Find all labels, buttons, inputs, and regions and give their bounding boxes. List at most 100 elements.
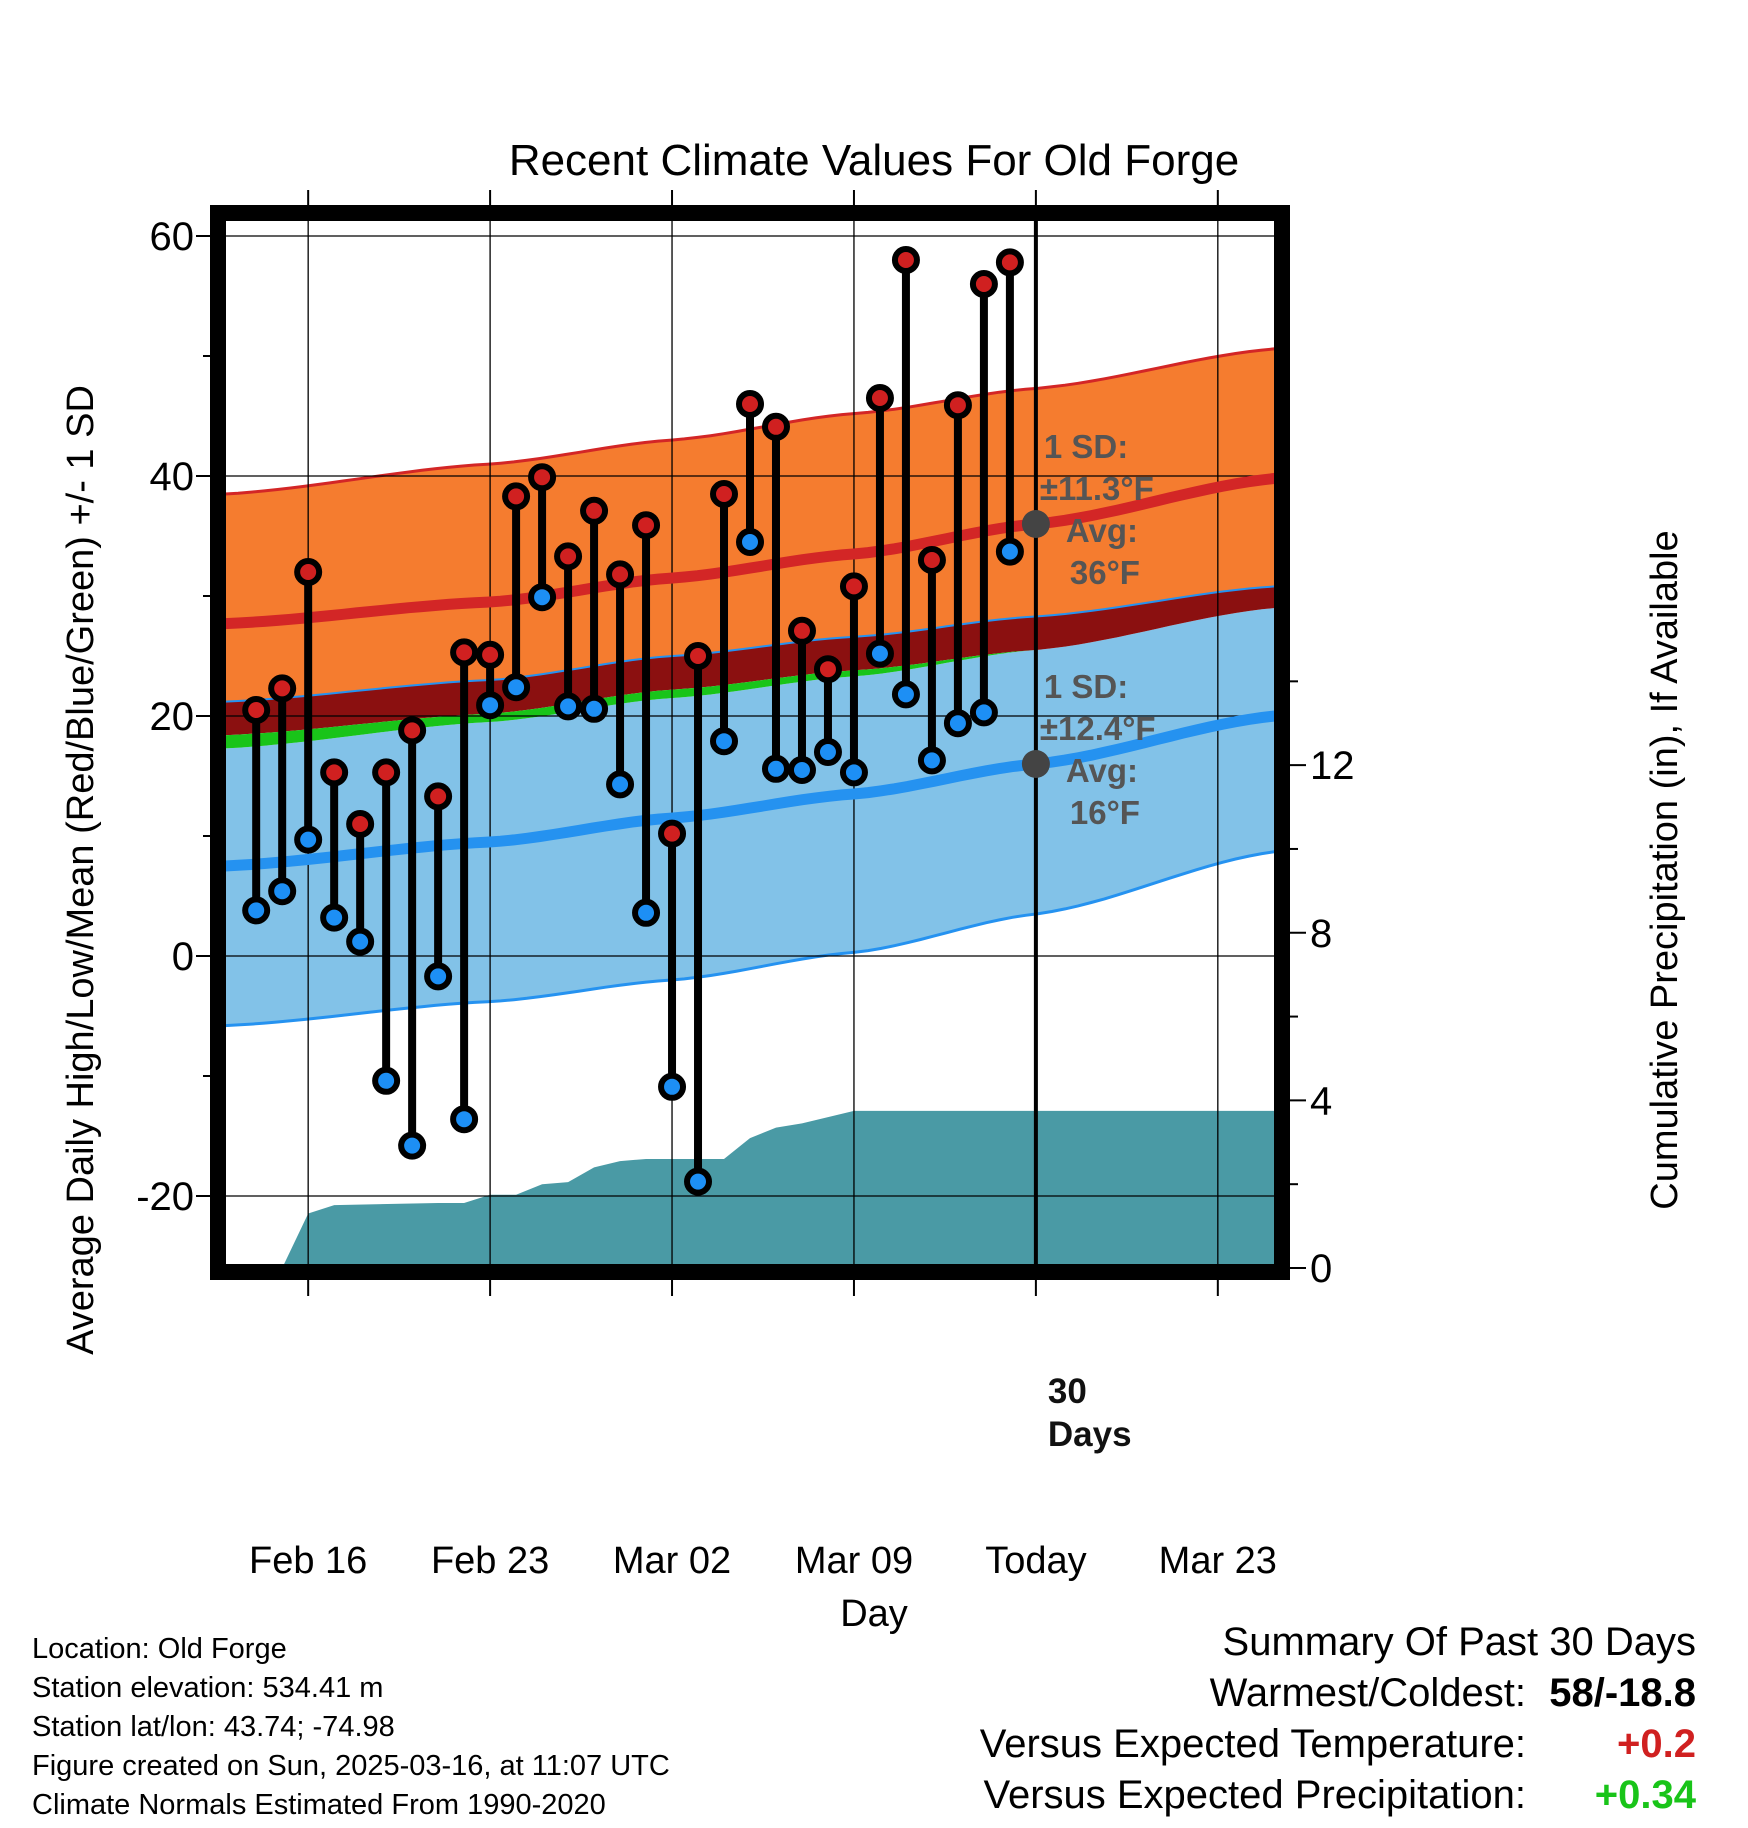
daily-high-dot [891, 246, 920, 274]
daily-high-dot [502, 482, 531, 511]
daily-high-dot [943, 391, 972, 420]
summary-panel: Summary Of Past 30 Days Warmest/Coldest:… [980, 1617, 1696, 1821]
daily-low-dot [995, 537, 1024, 566]
low-normal-line [224, 710, 1276, 872]
daily-stems [252, 260, 1014, 1182]
daily-low-dot [632, 898, 661, 927]
y-tick-label: 40 [150, 455, 195, 499]
location-text: Location: Old Forge [32, 1633, 287, 1665]
daily-low-dot [320, 903, 349, 932]
daily-high-dot [969, 270, 998, 298]
y-axis-label: Average Daily High/Low/Mean (Red/Blue/Gr… [60, 385, 102, 1355]
daily-low-dot [502, 673, 531, 702]
created-text: Figure created on Sun, 2025-03-16, at 11… [32, 1750, 670, 1782]
high-avg-dot [1021, 510, 1050, 538]
normals-text: Climate Normals Estimated From 1990-2020 [32, 1789, 606, 1821]
high-annotation-text: ±11.3°F [1040, 470, 1154, 507]
daily-high-dot [761, 412, 790, 441]
daily-high-dot [684, 642, 713, 670]
daily-high-dot [865, 384, 894, 412]
low-annotation-text: Avg: [1066, 752, 1138, 789]
daily-high-dot [268, 674, 297, 703]
high-annotation-text: 36°F [1070, 554, 1140, 591]
daily-high-dot [995, 248, 1024, 277]
axes: Feb 16 Feb 23 Mar 02 Mar 09 Today Mar 23 -20 0 2… [136, 190, 1355, 1582]
low-avg-dot [1021, 750, 1050, 778]
daily-low-dot [242, 896, 271, 925]
warmest-label: Warmest/Coldest: [1209, 1671, 1526, 1715]
normal-mean-lines [224, 472, 1276, 872]
x-tick-label: Today [985, 1540, 1086, 1582]
daily-high-dot [580, 496, 609, 525]
daily-high-dot [658, 819, 687, 848]
station-info: Location: Old Forge Station elevation: 5… [32, 1630, 670, 1825]
daily-low-dot [554, 692, 583, 721]
daily-low-dot [787, 756, 816, 784]
high-lower-edge [224, 585, 1276, 703]
high-annotation-text: Avg: [1066, 512, 1138, 549]
daily-low-dot [450, 1105, 479, 1134]
daily-high-dot [294, 558, 323, 586]
mean-sd-band [225, 608, 1275, 749]
low-lower-edge [224, 850, 1276, 1028]
daily-high-dot [736, 390, 764, 418]
daily-low-dot [839, 758, 868, 787]
x-tick-label: Mar 02 [613, 1540, 731, 1582]
daily-low-dot [865, 639, 894, 668]
window-label: 30 [1048, 1372, 1087, 1411]
daily-low-dot [294, 825, 323, 854]
y2-tick-label: 0 [1310, 1247, 1332, 1291]
daily-low-dot [398, 1131, 427, 1160]
daily-low-dot [761, 754, 790, 783]
daily-high-dot [787, 616, 816, 645]
daily-high-dot [320, 758, 349, 787]
daily-low-dot [813, 738, 842, 766]
y2-tick-label: 8 [1310, 912, 1332, 956]
y-tick-label: 60 [150, 215, 195, 259]
y-tick-label: 0 [172, 935, 194, 979]
x-axis-label: Day [840, 1593, 908, 1635]
high-normal-line [224, 472, 1276, 630]
y2-tick-label: 4 [1310, 1079, 1332, 1123]
daily-high-dot [632, 511, 661, 540]
low-annotation-text: 16°F [1070, 794, 1140, 831]
precip-fill [282, 1110, 1275, 1268]
precipitation-area [282, 1110, 1275, 1268]
daily-low-dot [606, 770, 635, 799]
daily-high-dot [813, 655, 842, 684]
precip-row: Versus Expected Precipitation: +0.34 [980, 1770, 1696, 1821]
low-annotation-text: 1 SD: [1044, 668, 1128, 705]
daily-high-dot [450, 638, 479, 667]
window-label: Days [1048, 1415, 1132, 1454]
daily-high-dot [606, 560, 635, 589]
daily-low-dot [736, 528, 764, 556]
y-tick-label: 20 [150, 695, 195, 739]
y2-tick-label: 12 [1310, 744, 1355, 788]
daily-high-dot [372, 758, 401, 787]
latlon-text: Station lat/lon: 43.74; -74.98 [32, 1711, 395, 1743]
daily-low-dot [346, 927, 375, 956]
temp-row: Versus Expected Temperature: +0.2 [980, 1719, 1696, 1770]
high-annotation-text: 1 SD: [1044, 428, 1128, 465]
plot-border [210, 205, 1290, 1280]
warmest-value: 58/-18.8 [1549, 1671, 1696, 1715]
daily-low-dot [476, 691, 505, 720]
x-tick-label: Mar 09 [795, 1540, 913, 1582]
daily-high-dot [242, 696, 271, 724]
chart-title: Recent Climate Values For Old Forge [509, 136, 1239, 185]
daily-low-dot [580, 694, 609, 723]
daily-low-dot [710, 727, 739, 756]
daily-low-dot [684, 1167, 713, 1196]
daily-high-dot [528, 463, 557, 492]
x-tick-label: Feb 16 [249, 1540, 367, 1582]
daily-high-dot [554, 542, 583, 571]
daily-low-dot [943, 709, 972, 738]
daily-high-dot [476, 640, 505, 669]
precip-label: Versus Expected Precipitation: [983, 1773, 1526, 1817]
daily-high-dot [424, 782, 453, 811]
y-tick-label: -20 [136, 1175, 194, 1219]
annotations: 1 SD: ±11.3°F Avg: 36°F 1 SD: ±12.4°F Avg: 16°F… [1021, 212, 1156, 1454]
daily-high-dot [710, 480, 739, 508]
daily-high-dot [398, 716, 427, 745]
daily-high-dot [346, 810, 375, 838]
